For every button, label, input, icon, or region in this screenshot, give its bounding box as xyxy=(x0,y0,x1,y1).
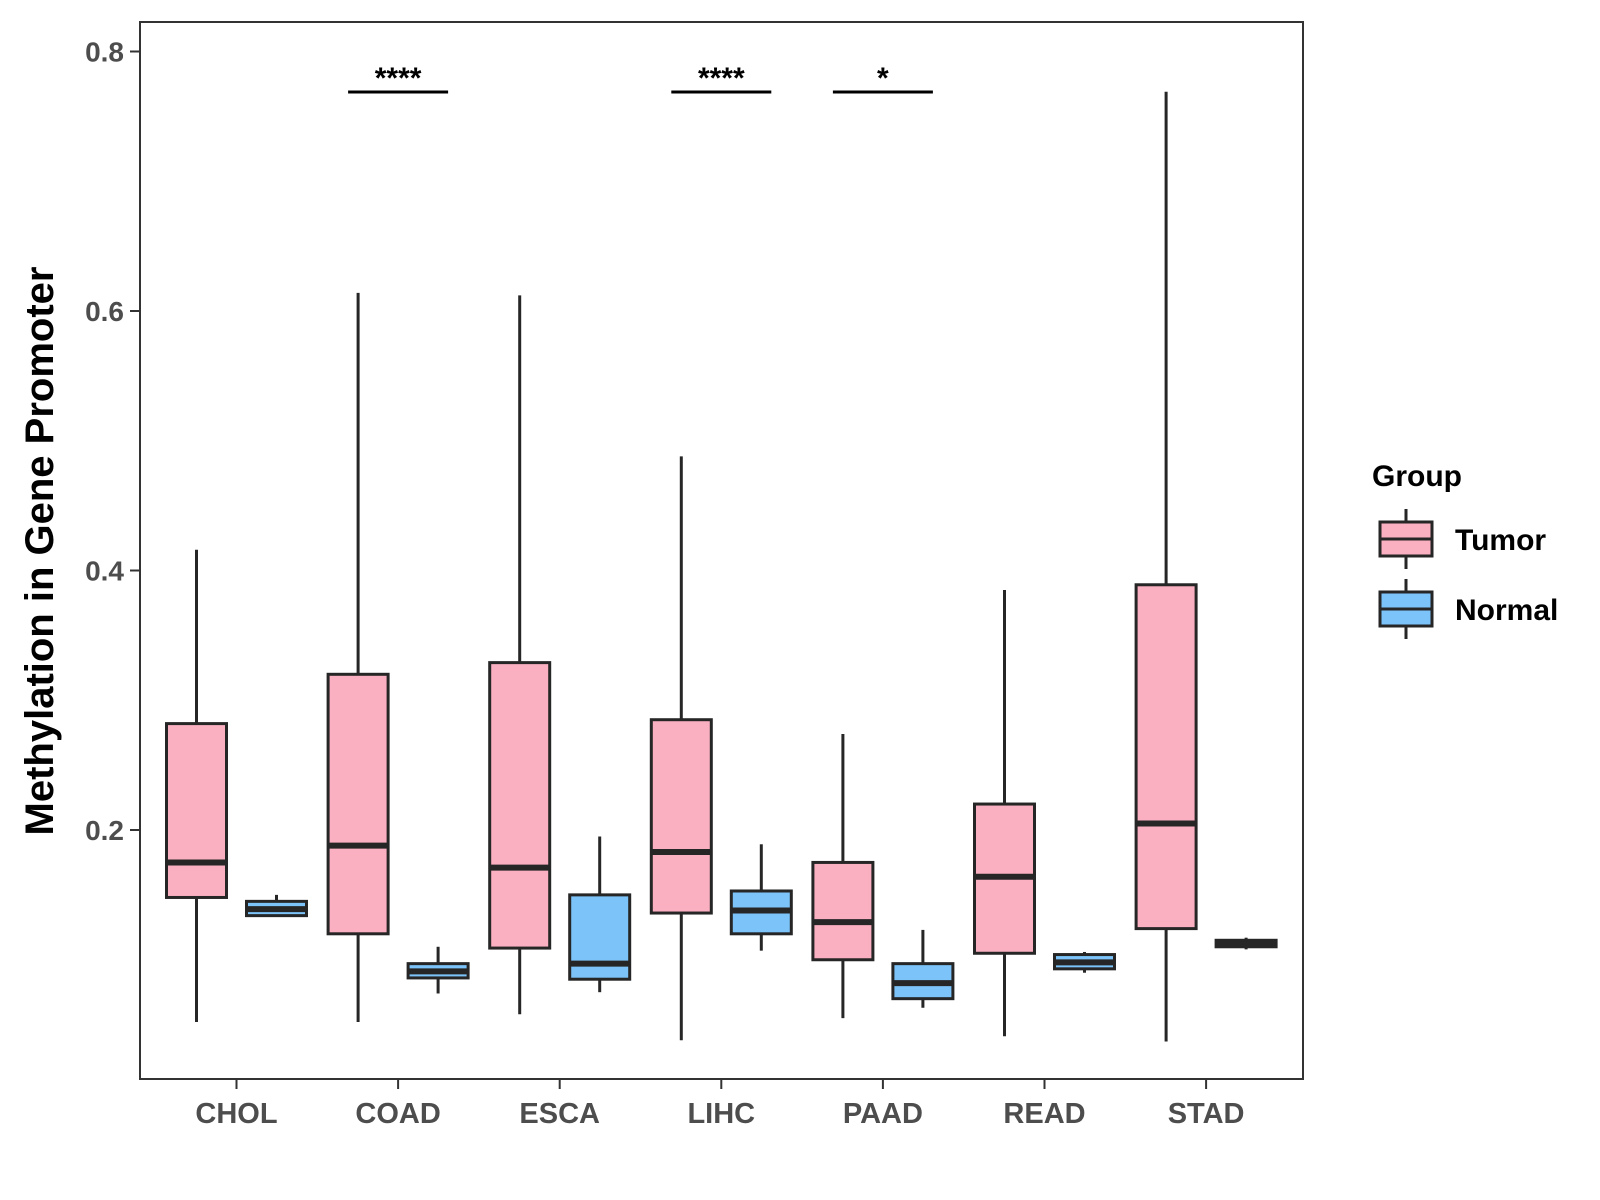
significance-paad: * xyxy=(832,62,933,95)
y-tick-label: 0.6 xyxy=(85,296,124,327)
legend-entry-normal: Normal xyxy=(1378,579,1558,639)
box-body-tumor-chol xyxy=(165,722,228,899)
significance-label: * xyxy=(877,62,889,95)
box-body-tumor-paad xyxy=(811,860,875,962)
box-normal-read xyxy=(1053,951,1116,973)
box-body-tumor-esca xyxy=(488,661,552,950)
box-normal-lihc xyxy=(729,844,793,951)
box-tumor-read xyxy=(973,589,1036,1037)
x-tick-label-paad: PAAD xyxy=(843,1098,923,1130)
box-tumor-stad xyxy=(1134,91,1198,1042)
x-tick-label-read: READ xyxy=(1003,1098,1085,1130)
y-tick-label: 0.4 xyxy=(85,556,124,587)
box-normal-esca xyxy=(568,836,632,993)
significance-label: **** xyxy=(375,62,422,95)
box-tumor-paad xyxy=(811,733,875,1019)
legend-entries: Tumor Normal xyxy=(1378,509,1558,639)
legend-label: Normal xyxy=(1455,594,1558,627)
box-normal-coad xyxy=(406,946,470,994)
x-tick-label-coad: COAD xyxy=(355,1098,440,1130)
box-normal-stad xyxy=(1214,937,1278,950)
legend-entry-tumor: Tumor xyxy=(1378,509,1546,569)
x-tick-label-chol: CHOL xyxy=(195,1098,277,1130)
x-tick-label-stad: STAD xyxy=(1168,1098,1245,1130)
box-body-tumor-lihc xyxy=(649,718,713,915)
legend-title: Group xyxy=(1372,460,1462,493)
box-tumor-lihc xyxy=(649,456,713,1041)
x-axis: CHOL COAD ESCA LIHC PAAD READ STAD xyxy=(195,1079,1244,1130)
legend-label: Tumor xyxy=(1455,524,1546,557)
significance-layer: **** **** * xyxy=(348,62,933,95)
boxes-layer xyxy=(165,91,1278,1042)
legend: Group Tumor Normal xyxy=(1372,460,1558,639)
box-body-tumor-coad xyxy=(326,672,390,936)
x-tick-label-esca: ESCA xyxy=(519,1098,600,1130)
plot-panel-border xyxy=(139,21,1304,1080)
y-tick-label: 0.8 xyxy=(85,37,124,68)
significance-lihc: **** xyxy=(671,62,772,95)
y-tick-label: 0.2 xyxy=(85,815,124,846)
box-tumor-esca xyxy=(488,295,552,1015)
y-axis-title: Methylation in Gene Promoter xyxy=(18,267,62,836)
significance-coad: **** xyxy=(348,62,449,95)
box-tumor-coad xyxy=(326,292,390,1023)
box-normal-paad xyxy=(891,929,955,1008)
box-normal-chol xyxy=(245,894,308,918)
box-body-tumor-stad xyxy=(1134,583,1198,931)
y-axis: 0.2 0.4 0.6 0.8 xyxy=(85,37,140,846)
significance-label: **** xyxy=(698,62,745,95)
x-tick-label-lihc: LIHC xyxy=(687,1098,755,1130)
box-tumor-chol xyxy=(165,549,228,1023)
